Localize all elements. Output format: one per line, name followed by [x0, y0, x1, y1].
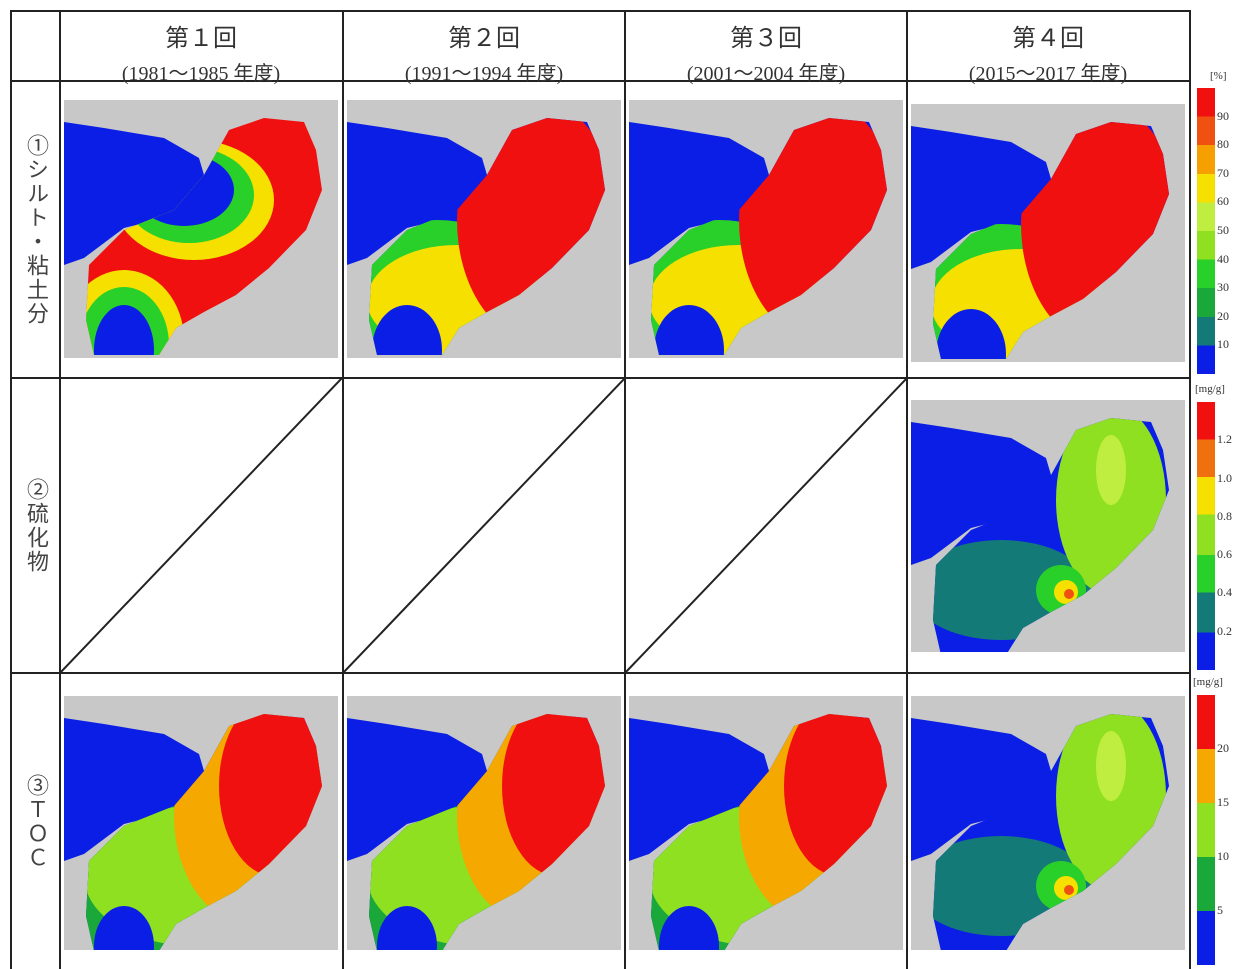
legend-tick: 0.4 [1217, 585, 1232, 600]
header-title: 第３回 [730, 26, 802, 52]
map [629, 696, 903, 950]
legend-tick: 10 [1217, 849, 1229, 863]
map [347, 696, 621, 950]
table-border [624, 10, 626, 969]
map [64, 100, 338, 358]
legend-tick: 15 [1217, 795, 1229, 809]
legend-tick: 5 [1217, 903, 1223, 917]
legend-tick: 0.8 [1217, 508, 1232, 523]
legend-tick: 1.0 [1217, 470, 1232, 485]
table-border [10, 80, 1190, 82]
legend-tick: 60 [1217, 194, 1229, 209]
map [629, 100, 903, 358]
table-border [10, 10, 1190, 12]
legend-tick: 0.6 [1217, 547, 1232, 562]
colorbar [1197, 695, 1215, 965]
table-border [10, 672, 1190, 674]
legend-tick: 20 [1217, 308, 1229, 323]
table-border [10, 10, 12, 969]
empty-cells [60, 378, 908, 673]
legend-tick: 90 [1217, 108, 1229, 123]
table-border [10, 377, 1190, 379]
legend-tick: 0.2 [1217, 623, 1232, 638]
map [911, 104, 1185, 362]
header-period: (2015～2017 年度) [968, 63, 1128, 85]
legend-unit: [mg/g] [1195, 383, 1225, 395]
row-label: ③ＴＯＣ [24, 773, 49, 870]
table-border [906, 10, 908, 969]
legend-tick: 40 [1217, 251, 1229, 266]
header-title: 第４回 [1012, 26, 1084, 52]
map [911, 696, 1185, 950]
legend-unit: [%] [1210, 70, 1227, 82]
legend-tick: 50 [1217, 223, 1229, 237]
map [911, 400, 1185, 652]
header-period: (1981～1985 年度) [121, 63, 281, 85]
column-header: 第２回 (1991～1994 年度) [343, 10, 625, 85]
column-header: 第３回 (2001～2004 年度) [625, 10, 907, 85]
header-period: (1991～1994 年度) [404, 63, 564, 85]
legend-tick: 30 [1217, 280, 1229, 295]
table-border [342, 10, 344, 969]
row-label: ②硫化物 [24, 477, 49, 574]
column-header: 第４回 (2015～2017 年度) [907, 10, 1189, 85]
legend-tick: 20 [1217, 741, 1229, 755]
colorbar [1197, 402, 1215, 670]
legend-unit: [mg/g] [1193, 676, 1223, 688]
column-header: 第１回 (1981～1985 年度) [60, 10, 342, 85]
legend-tick: 1.2 [1217, 432, 1232, 447]
map [347, 100, 621, 358]
legend-tick: 70 [1217, 165, 1229, 180]
legend-tick: 10 [1217, 337, 1229, 352]
table-border [1189, 10, 1191, 969]
colorbar [1197, 88, 1215, 374]
legend-tick: 80 [1217, 137, 1229, 152]
header-period: (2001～2004 年度) [686, 63, 846, 85]
row-label: ①シルト・粘土分 [24, 133, 49, 326]
table-border [59, 10, 61, 969]
header-title: 第１回 [165, 26, 237, 52]
map [64, 696, 338, 950]
header-title: 第２回 [448, 26, 520, 52]
